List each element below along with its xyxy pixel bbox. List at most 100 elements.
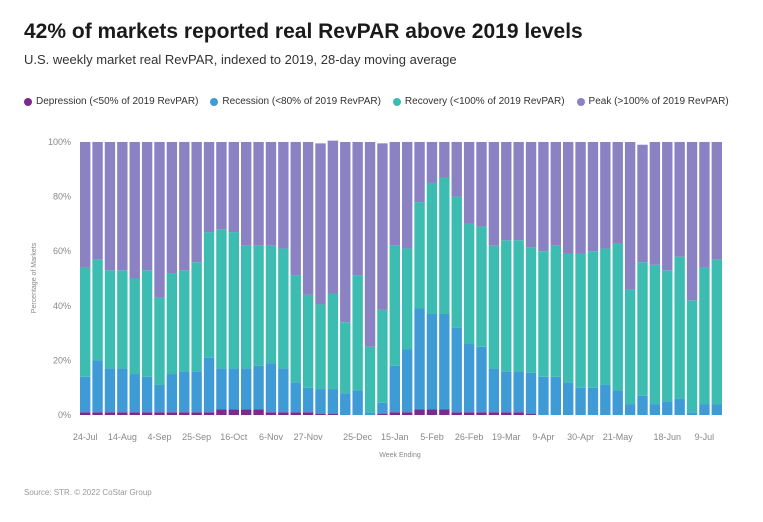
bar-segment-peak xyxy=(117,142,128,271)
bar-segment-recovery xyxy=(686,300,698,413)
legend-label-recovery: Recovery (<100% of 2019 RevPAR) xyxy=(404,96,565,107)
x-tick-label: 27-Nov xyxy=(294,432,324,442)
x-tick-label: 26-Feb xyxy=(455,432,484,442)
bar-segment-peak xyxy=(104,142,116,271)
bar-segment-recession xyxy=(414,308,425,410)
bar-segment-recovery xyxy=(575,253,586,388)
bar-segment-peak xyxy=(327,140,339,294)
bar-segment-recovery xyxy=(402,248,413,350)
bar-segment-peak xyxy=(463,142,475,224)
bar-segment-recovery xyxy=(649,264,661,405)
bar-segment-recovery xyxy=(104,270,116,369)
bar-segment-recovery xyxy=(439,177,450,314)
bar-segment-depression xyxy=(179,412,190,415)
y-tick-label: 0% xyxy=(58,410,71,420)
legend-label-peak: Peak (>100% of 2019 RevPAR) xyxy=(588,96,729,107)
bar-segment-recovery xyxy=(253,245,264,366)
bar-segment-depression xyxy=(402,412,413,415)
bar-segment-recession xyxy=(513,371,524,413)
x-tick-label: 25-Sep xyxy=(182,432,211,442)
legend-dot-recovery xyxy=(392,97,401,106)
chart-subtitle: U.S. weekly market real RevPAR, indexed … xyxy=(24,52,457,67)
x-tick-label: 18-Jun xyxy=(654,432,682,442)
bar-segment-recovery xyxy=(92,259,103,361)
bar-segment-peak xyxy=(340,142,351,323)
bar-segment-depression xyxy=(80,412,91,415)
x-axis-title: Week Ending xyxy=(379,452,421,459)
bar-segment-recession xyxy=(203,357,215,413)
bar-segment-depression xyxy=(117,412,128,415)
bar-segment-recession xyxy=(600,384,611,415)
bar-segment-recession xyxy=(92,360,103,413)
legend-dot-recession xyxy=(210,97,219,106)
bar-segment-peak xyxy=(216,142,227,230)
bar-segment-recovery xyxy=(414,202,425,309)
x-tick-label: 21-May xyxy=(603,432,634,442)
bar-segment-recession xyxy=(451,327,462,413)
bar-segment-depression xyxy=(451,412,462,415)
bar-segment-peak xyxy=(550,142,561,246)
bar-segment-recession xyxy=(699,404,710,415)
bar-area xyxy=(80,140,722,415)
bar-segment-recession xyxy=(402,349,413,413)
bar-segment-recession xyxy=(662,401,673,415)
bar-segment-recovery xyxy=(179,270,190,372)
bar-segment-recovery xyxy=(674,256,685,399)
source-note: Source: STR. © 2022 CoStar Group xyxy=(24,488,152,497)
bar-segment-recovery xyxy=(550,245,561,377)
bar-segment-recession xyxy=(179,371,190,413)
bar-segment-recovery xyxy=(624,289,636,405)
bar-segment-peak xyxy=(624,142,636,290)
x-tick-label: 5-Feb xyxy=(420,432,444,442)
bar-segment-peak xyxy=(80,142,91,268)
x-axis-ticks: 24-Jul 14-Aug 4-Sep 25-Sep 16-Oct 6-Nov 27-Nov… xyxy=(73,432,714,442)
bar-segment-recovery xyxy=(129,278,140,375)
bar-segment-peak xyxy=(414,142,425,203)
bar-segment-peak xyxy=(501,142,512,241)
bar-segment-depression xyxy=(141,412,153,415)
bar-segment-depression xyxy=(513,412,524,415)
bar-segment-recession xyxy=(711,404,722,415)
bar-segment-recovery xyxy=(80,267,91,377)
bar-segment-peak xyxy=(129,142,140,279)
legend-item-depression: Depression (<50% of 2019 RevPAR) xyxy=(24,96,198,107)
bar-segment-recovery xyxy=(166,273,178,375)
bar-segment-recession xyxy=(191,371,202,413)
x-tick-label: 4-Sep xyxy=(147,432,171,442)
chart-title: 42% of markets reported real RevPAR abov… xyxy=(24,20,583,43)
bar-segment-recession xyxy=(352,390,363,415)
bar-segment-recovery xyxy=(302,294,314,388)
bar-segment-recession xyxy=(587,387,599,415)
bar-segment-peak xyxy=(699,142,710,268)
bar-segment-peak xyxy=(241,142,252,246)
bar-segment-depression xyxy=(426,409,438,415)
legend-dot-depression xyxy=(24,97,32,106)
bar-segment-peak xyxy=(265,142,277,246)
bar-segment-recession xyxy=(538,376,549,415)
x-tick-label: 6-Nov xyxy=(259,432,284,442)
bar-segment-peak xyxy=(402,142,413,249)
legend-label-depression: Depression (<50% of 2019 RevPAR) xyxy=(36,96,199,107)
bar-segment-peak xyxy=(203,142,215,233)
bar-segment-peak xyxy=(253,142,264,246)
bar-segment-recession xyxy=(439,313,450,410)
bar-segment-depression xyxy=(488,412,500,415)
bar-segment-recovery xyxy=(241,245,252,369)
bar-segment-peak xyxy=(166,142,178,274)
legend-item-recession: Recession (<80% of 2019 RevPAR) xyxy=(210,96,381,107)
bar-segment-peak xyxy=(352,142,363,276)
bar-segment-recovery xyxy=(662,270,673,402)
bar-segment-recession xyxy=(290,382,301,413)
bar-segment-recession xyxy=(315,389,326,414)
y-axis-ticks: 0% 20% 40% 60% 80% 100% xyxy=(48,137,71,420)
y-tick-label: 100% xyxy=(48,137,71,147)
y-tick-label: 80% xyxy=(53,192,71,202)
bar-segment-recovery xyxy=(278,248,289,369)
bar-segment-depression xyxy=(265,412,277,415)
bar-segment-peak xyxy=(92,142,103,260)
bar-segment-recovery xyxy=(364,346,376,413)
bar-segment-recession xyxy=(141,376,153,413)
bar-segment-peak xyxy=(563,142,574,254)
bar-segment-recession xyxy=(104,368,116,413)
